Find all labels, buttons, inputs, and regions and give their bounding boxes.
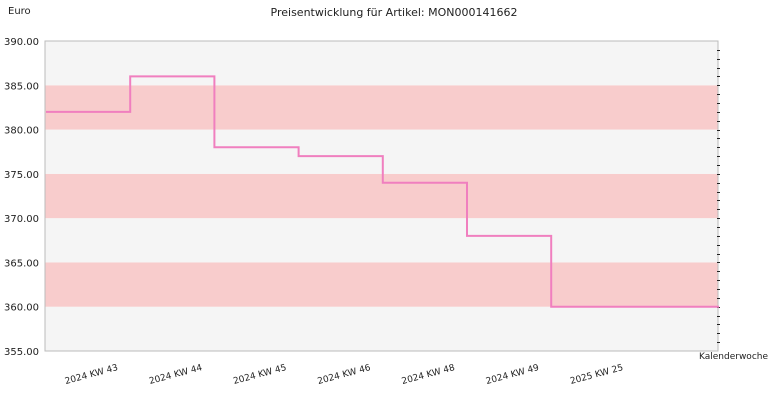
x-tick-label: 2024 KW 49 <box>485 363 541 387</box>
background-band <box>45 218 718 263</box>
background-band <box>45 129 718 174</box>
y-axis-tick-labels: 355.00 360.00 365.00 370.00 375.00 380.00 385.… <box>4 37 39 358</box>
x-tick-label: 2024 KW 44 <box>148 363 204 387</box>
price-step-line <box>46 75 719 308</box>
background-band <box>45 262 718 307</box>
background-band <box>45 173 718 219</box>
plot-area <box>44 40 719 352</box>
background-band <box>45 41 718 86</box>
x-tick-label: 2024 KW 43 <box>64 363 119 387</box>
right-axis-minor-ticks <box>717 50 720 343</box>
y-tick-label: 380.00 <box>4 126 39 137</box>
background-bands <box>45 41 718 351</box>
y-tick-label: 390.00 <box>4 37 39 48</box>
background-band <box>45 85 718 130</box>
x-tick-label: 2025 KW 25 <box>569 363 624 387</box>
x-axis-label: Kalenderwoche <box>699 352 768 362</box>
background-band <box>45 306 718 351</box>
y-tick-label: 360.00 <box>4 303 39 314</box>
x-tick-label: 2024 KW 48 <box>401 363 457 387</box>
x-tick-label: 2024 KW 45 <box>232 363 287 387</box>
y-axis-label: Euro <box>8 6 31 17</box>
y-tick-label: 370.00 <box>4 214 39 225</box>
x-axis-tick-labels: 2024 KW 43 2024 KW 44 2024 KW 45 2024 KW 46… <box>64 363 624 387</box>
y-tick-label: 355.00 <box>4 347 39 358</box>
x-tick-label: 2024 KW 46 <box>317 363 373 387</box>
y-tick-label: 365.00 <box>4 258 39 269</box>
y-tick-label: 375.00 <box>4 170 39 181</box>
chart-title: Preisentwicklung für Artikel: MON0001416… <box>271 6 518 19</box>
y-tick-label: 385.00 <box>4 81 39 92</box>
